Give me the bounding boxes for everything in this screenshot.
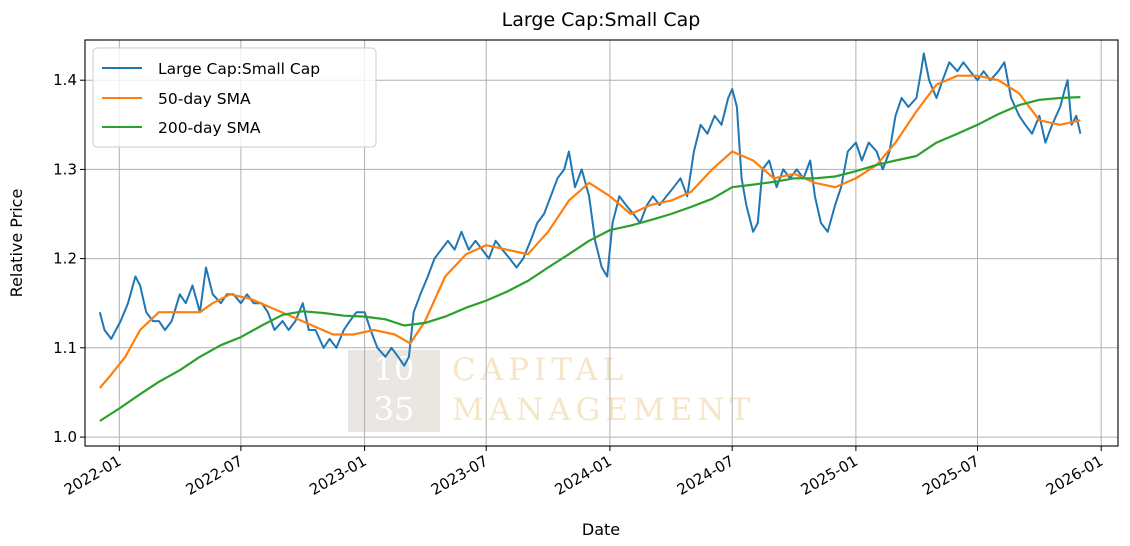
x-tick-label: 2024-07: [674, 452, 737, 499]
watermark: 10 35 CAPITAL MANAGEMENT: [348, 350, 755, 432]
x-tick-label: 2023-07: [428, 452, 491, 499]
legend-label-200-day-sma: 200-day SMA: [158, 119, 261, 137]
y-tick-label: 1.2: [53, 250, 77, 268]
series-group: [98, 52, 1082, 422]
x-tick-label: 2024-01: [552, 452, 615, 499]
x-tick-label: 2025-01: [798, 452, 861, 499]
watermark-text-line1: CAPITAL: [452, 352, 628, 388]
x-tick-label: 2026-01: [1043, 452, 1106, 499]
legend-label-large-small: Large Cap:Small Cap: [158, 60, 320, 78]
y-axis-label: Relative Price: [7, 189, 26, 298]
series-line-50-day-sma: [98, 74, 1081, 389]
y-tick-label: 1.3: [53, 160, 77, 178]
x-tick-label: 2022-07: [183, 452, 246, 499]
legend: Large Cap:Small Cap 50-day SMA 200-day S…: [92, 47, 377, 148]
series-line-200-day-sma: [99, 96, 1081, 422]
watermark-logo-box: [348, 350, 440, 432]
legend-label-50-day-sma: 50-day SMA: [158, 90, 251, 108]
y-tick-label: 1.0: [53, 428, 77, 446]
watermark-text-line2: MANAGEMENT: [452, 392, 755, 428]
watermark-logo-line1: 10: [374, 350, 415, 388]
chart-title: Large Cap:Small Cap: [502, 9, 701, 31]
x-tick-label: 2023-01: [306, 452, 369, 499]
legend-box: [92, 47, 377, 148]
plot-frame: [84, 39, 1119, 447]
x-tick-label: 2022-01: [61, 452, 124, 499]
x-tick-label: 2025-07: [919, 452, 982, 499]
y-tick-label: 1.1: [53, 339, 77, 357]
series-line-large-small-cap: [98, 52, 1082, 367]
x-axis-label: Date: [582, 520, 620, 539]
y-tick-label: 1.4: [53, 71, 77, 89]
watermark-logo-line2: 35: [374, 390, 415, 428]
